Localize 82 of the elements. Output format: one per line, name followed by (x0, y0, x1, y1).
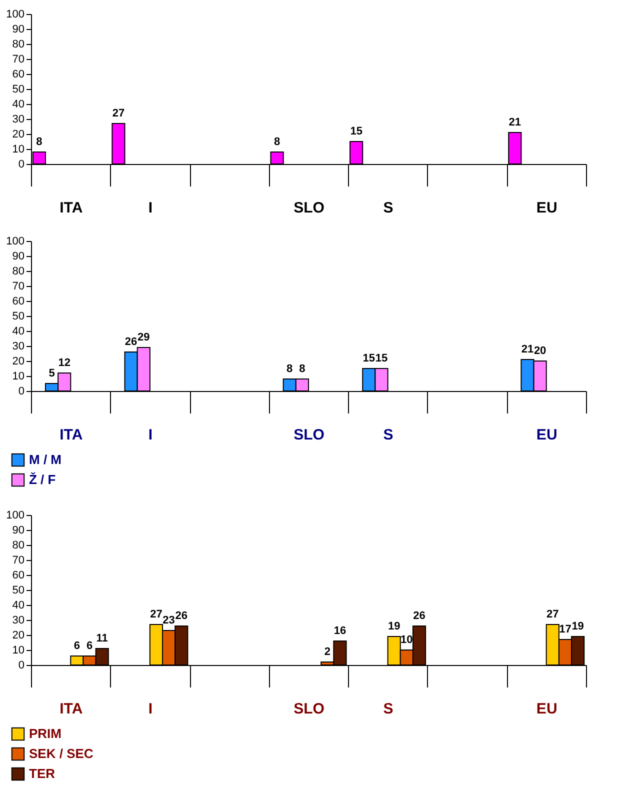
data-label: 8 (274, 136, 280, 148)
y-tick-label: 50 (12, 584, 24, 596)
legend-label: PRIM (29, 726, 62, 741)
data-label: 27 (112, 108, 125, 120)
y-tick-label: 100 (6, 236, 24, 248)
data-label: 27 (150, 608, 162, 620)
data-label: 8 (36, 136, 42, 148)
data-label: 26 (413, 610, 426, 622)
y-tick-label: 0 (18, 660, 24, 672)
data-label: 12 (58, 357, 70, 369)
x-tick-label: EU (536, 426, 558, 444)
y-tick-label: 70 (12, 54, 24, 66)
y-tick-label: 80 (12, 38, 24, 50)
y-tick-label: 90 (12, 524, 24, 536)
y-tick-label: 60 (12, 68, 24, 80)
x-tick-label: I (148, 426, 153, 444)
x-tick-label: EU (536, 700, 558, 718)
x-tick-label: SLO (294, 200, 325, 216)
data-label: 8 (286, 363, 293, 375)
legend-label: Ž / F (29, 472, 56, 487)
data-label: 15 (350, 126, 362, 138)
y-tick-label: 50 (12, 310, 24, 322)
y-tick-label: 70 (12, 554, 24, 566)
x-tick-label: ITA (60, 700, 83, 718)
y-tick-label: 50 (12, 84, 24, 96)
data-label: 19 (388, 620, 400, 632)
y-tick-label: 40 (12, 326, 24, 338)
data-label: 6 (86, 640, 93, 652)
data-label: 17 (559, 624, 572, 636)
x-tick-label: S (383, 426, 394, 444)
data-label: 21 (521, 344, 534, 356)
y-tick-label: 80 (12, 540, 24, 552)
y-tick-label: 30 (12, 614, 24, 626)
y-tick-label: 90 (12, 24, 24, 36)
data-label: 26 (175, 610, 188, 622)
legend-label: TER (29, 766, 56, 781)
x-tick-label: SLO (294, 700, 325, 718)
y-tick-label: 10 (12, 644, 24, 656)
y-tick-label: 60 (12, 296, 24, 308)
data-label: 27 (546, 608, 559, 620)
x-tick-label: EU (536, 200, 558, 216)
y-tick-label: 90 (12, 250, 24, 262)
y-tick-label: 0 (18, 386, 24, 398)
data-label: 19 (572, 620, 584, 632)
x-tick-label: S (383, 200, 394, 216)
y-tick-label: 40 (12, 98, 24, 110)
x-tick-label: ITA (60, 200, 83, 216)
data-label: 16 (334, 625, 346, 637)
data-label: 8 (299, 363, 306, 375)
y-tick-label: 60 (12, 570, 24, 582)
y-tick-label: 20 (12, 356, 24, 368)
data-label: 5 (48, 368, 55, 380)
y-tick-label: 100 (6, 8, 24, 20)
y-tick-label: 70 (12, 280, 24, 292)
data-label: 15 (362, 352, 376, 364)
data-label: 29 (138, 332, 150, 344)
y-tick-label: 10 (12, 144, 24, 156)
data-label: 10 (400, 634, 413, 646)
y-tick-label: 30 (12, 340, 24, 352)
x-tick-label: SLO (294, 426, 325, 444)
y-tick-label: 20 (12, 630, 24, 642)
y-tick-label: 20 (12, 128, 24, 140)
legend-label: M / M (29, 452, 62, 467)
x-tick-label: S (383, 700, 394, 718)
x-tick-label: ITA (60, 426, 83, 444)
data-label: 15 (375, 352, 388, 364)
y-tick-label: 30 (12, 114, 24, 126)
data-label: 2 (324, 646, 330, 658)
y-tick-label: 40 (12, 600, 24, 612)
data-label: 26 (124, 336, 138, 348)
y-tick-label: 80 (12, 266, 24, 278)
legend-label: SEK / SEC (29, 746, 94, 761)
y-tick-label: 100 (6, 510, 24, 522)
x-tick-label: I (148, 700, 153, 718)
data-label: 21 (508, 116, 522, 128)
data-label: 23 (162, 614, 175, 626)
x-tick-label: I (148, 200, 153, 216)
y-tick-label: 10 (12, 370, 24, 382)
data-label: 11 (96, 632, 108, 644)
data-label: 20 (534, 345, 546, 357)
y-tick-label: 0 (18, 158, 24, 170)
data-label: 6 (74, 640, 80, 652)
